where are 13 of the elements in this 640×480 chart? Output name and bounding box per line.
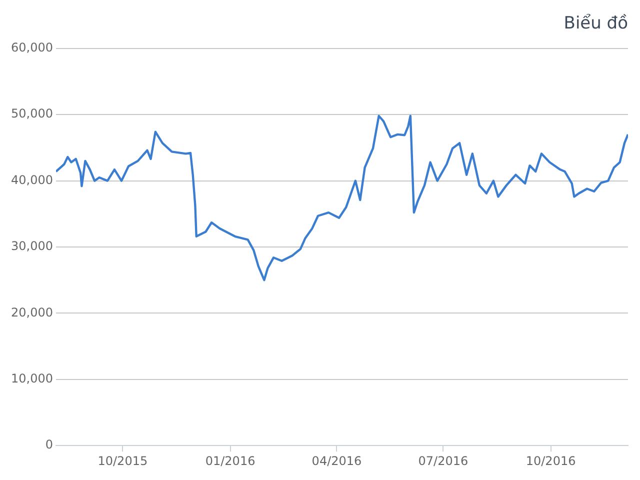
x-tick-label: 10/2015	[98, 454, 148, 468]
y-tick-label: 0	[45, 438, 53, 452]
x-tick-label: 01/2016	[205, 454, 256, 468]
y-tick-label: 40,000	[10, 172, 53, 187]
y-tick-label: 10,000	[10, 372, 53, 386]
x-tick-label: 07/2016	[418, 454, 468, 468]
x-tick-label: 10/2016	[526, 454, 576, 468]
y-tick-label: 60,000	[10, 40, 53, 55]
y-tick-label: 20,000	[10, 305, 53, 320]
x-tick-label: 04/2016	[312, 454, 362, 468]
chart-title: Biểu đồ	[564, 14, 628, 34]
y-tick-label: 30,000	[10, 239, 53, 254]
y-tick-label: 50,000	[10, 106, 53, 121]
